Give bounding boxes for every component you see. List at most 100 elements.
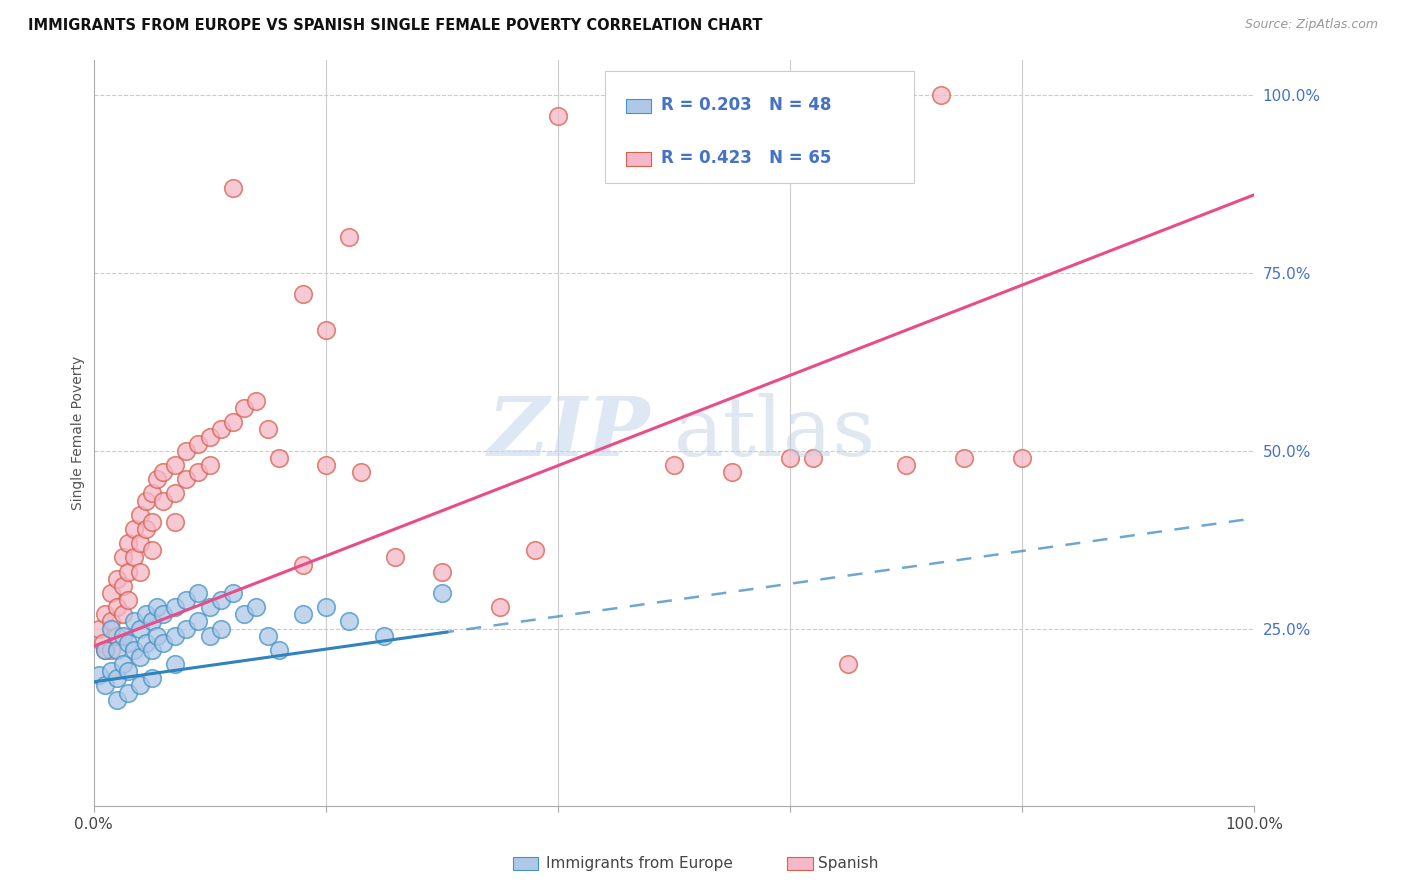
Point (117, 664, 139, 678)
Point (111, 607, 134, 622)
Point (163, 458, 186, 472)
Point (187, 465, 209, 479)
Point (141, 515, 163, 529)
Point (105, 572, 128, 586)
Point (209, 422, 232, 436)
Point (315, 323, 337, 337)
Point (146, 472, 169, 486)
Point (100, 615, 122, 629)
Point (198, 458, 221, 472)
Point (291, 558, 314, 572)
Point (152, 607, 174, 622)
Point (163, 600, 186, 615)
Point (117, 593, 139, 607)
Point (122, 615, 145, 629)
Point (779, 450, 801, 465)
Point (163, 629, 186, 643)
Point (117, 636, 139, 650)
Point (129, 536, 152, 550)
Point (135, 522, 157, 536)
Point (152, 636, 174, 650)
Text: atlas: atlas (673, 393, 876, 473)
Point (141, 615, 163, 629)
Point (105, 629, 128, 643)
Point (152, 465, 174, 479)
Point (111, 550, 134, 565)
Point (117, 565, 139, 579)
Point (384, 550, 406, 565)
Point (245, 600, 267, 615)
Point (894, 458, 917, 472)
Point (837, 657, 859, 671)
Text: Immigrants from Europe: Immigrants from Europe (546, 856, 733, 871)
Point (163, 486, 186, 500)
Point (523, 543, 546, 558)
Point (111, 657, 134, 671)
Point (122, 522, 145, 536)
Point (198, 600, 221, 615)
Point (187, 586, 209, 600)
Point (141, 643, 163, 657)
Point (105, 692, 128, 706)
Point (245, 393, 267, 408)
Text: Spanish: Spanish (818, 856, 879, 871)
Point (141, 486, 163, 500)
Point (94, 643, 117, 657)
Point (141, 543, 163, 558)
Point (146, 629, 169, 643)
Point (801, 450, 824, 465)
Point (337, 230, 360, 244)
Point (187, 615, 209, 629)
Point (233, 401, 256, 415)
Point (222, 180, 245, 194)
Point (105, 643, 128, 657)
Point (269, 643, 291, 657)
Point (146, 600, 169, 615)
Point (929, 88, 952, 103)
Point (209, 593, 232, 607)
Point (163, 515, 186, 529)
Point (953, 450, 976, 465)
Point (430, 586, 453, 600)
Text: Source: ZipAtlas.com: Source: ZipAtlas.com (1244, 18, 1378, 31)
Point (337, 615, 360, 629)
Point (721, 465, 744, 479)
Point (176, 443, 198, 458)
Point (430, 565, 453, 579)
Point (176, 593, 198, 607)
Point (122, 643, 145, 657)
Point (100, 664, 122, 678)
Point (152, 493, 174, 508)
Point (209, 622, 232, 636)
Text: ZIP: ZIP (488, 393, 651, 473)
Point (141, 671, 163, 685)
Point (111, 629, 134, 643)
Point (489, 600, 512, 615)
Point (222, 415, 245, 429)
Point (349, 465, 371, 479)
Point (315, 458, 337, 472)
Point (100, 586, 122, 600)
Point (187, 436, 209, 450)
Point (122, 550, 145, 565)
Point (662, 458, 685, 472)
Point (198, 629, 221, 643)
Point (129, 508, 152, 522)
Point (256, 629, 278, 643)
Point (94, 643, 117, 657)
Point (135, 636, 157, 650)
Point (135, 493, 157, 508)
Text: R = 0.423   N = 65: R = 0.423 N = 65 (661, 149, 831, 167)
Point (117, 685, 139, 699)
Point (547, 110, 569, 124)
Point (105, 671, 128, 685)
Point (94, 678, 117, 692)
Text: R = 0.203   N = 48: R = 0.203 N = 48 (661, 96, 831, 114)
Y-axis label: Single Female Poverty: Single Female Poverty (72, 356, 86, 510)
Point (1011, 450, 1033, 465)
Point (91, 636, 114, 650)
Point (198, 429, 221, 443)
Point (373, 629, 395, 643)
Point (105, 600, 128, 615)
Point (100, 622, 122, 636)
